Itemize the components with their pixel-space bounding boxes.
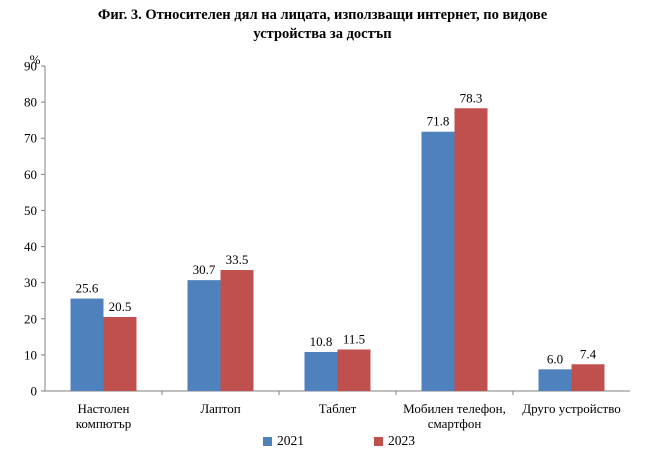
bar-2021-4 (538, 369, 572, 391)
bar-2023-3 (454, 108, 488, 391)
y-tick-label-40: 40 (24, 239, 37, 254)
legend-item-2021: 2021 (263, 433, 304, 449)
data-label-2023-0: 20.5 (109, 299, 132, 314)
bar-2021-3 (421, 131, 455, 391)
data-label-2023-3: 78.3 (460, 90, 483, 105)
legend-swatch-2023 (374, 436, 383, 446)
data-label-2021-4: 6.0 (547, 351, 563, 366)
data-label-2021-0: 25.6 (76, 281, 99, 296)
x-tick-label-3-1: смартфон (428, 416, 482, 431)
y-tick-label-30: 30 (24, 275, 37, 290)
y-tick-label-50: 50 (24, 203, 37, 218)
bar-2023-4 (571, 364, 605, 391)
bar-2021-0 (70, 298, 104, 391)
legend-item-2023: 2023 (374, 433, 415, 449)
y-tick-label-90: 90 (24, 59, 37, 74)
bar-2023-2 (337, 349, 371, 391)
x-tick-label-3-0: Мобилен телефон, (403, 401, 506, 416)
data-label-2023-4: 7.4 (580, 346, 597, 361)
y-tick-label-0: 0 (31, 384, 38, 399)
data-label-2021-1: 30.7 (193, 262, 216, 277)
bar-2021-1 (187, 280, 221, 391)
y-axis-label: % (30, 52, 41, 67)
legend: 2021 2023 (0, 433, 645, 453)
legend-swatch-2021 (263, 436, 272, 446)
bar-2021-2 (304, 352, 338, 391)
y-tick-label-20: 20 (24, 311, 37, 326)
data-label-2021-2: 10.8 (310, 334, 333, 349)
chart-title-line-2: устройства за достъп (253, 26, 392, 42)
legend-label-2023: 2023 (388, 433, 415, 448)
x-tick-label-2-0: Таблет (319, 401, 357, 416)
y-tick-label-70: 70 (24, 131, 37, 146)
legend-label-2021: 2021 (277, 433, 304, 448)
data-label-2021-3: 71.8 (427, 114, 450, 129)
chart-title-line-1: Фиг. 3. Относителен дял на лицата, изпол… (97, 7, 548, 23)
x-tick-label-0-0: Настолен (78, 401, 130, 416)
data-label-2023-2: 11.5 (343, 331, 365, 346)
y-tick-label-80: 80 (24, 95, 37, 110)
x-tick-label-4-0: Друго устройство (522, 401, 621, 416)
x-tick-label-1-0: Лаптоп (200, 401, 240, 416)
x-tick-label-0-1: компютър (76, 416, 132, 431)
chart-title: Фиг. 3. Относителен дял на лицата, изпол… (0, 6, 645, 44)
bar-2023-0 (103, 316, 137, 391)
y-tick-label-60: 60 (24, 167, 37, 182)
data-label-2023-1: 33.5 (226, 252, 249, 267)
bar-2023-1 (220, 270, 254, 391)
y-tick-label-10: 10 (24, 347, 37, 362)
